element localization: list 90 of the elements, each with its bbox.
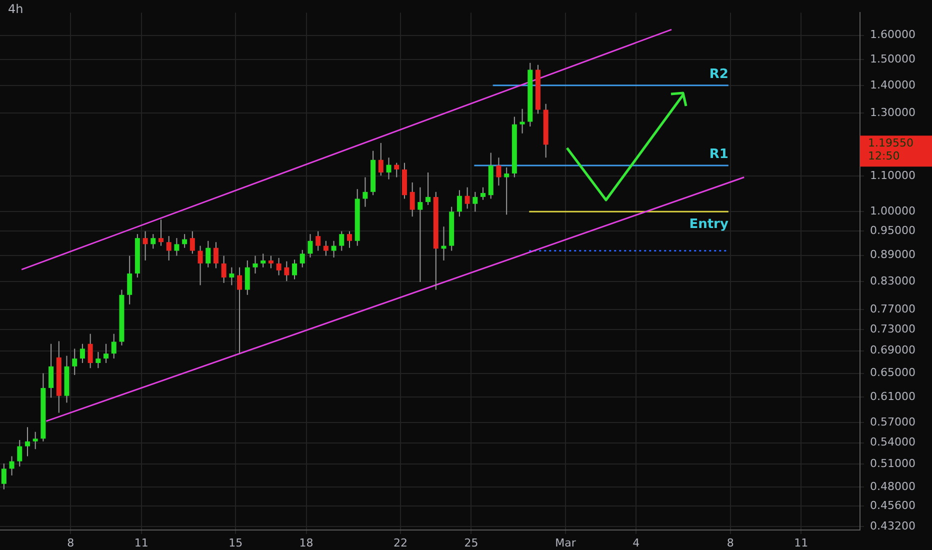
candlestick bbox=[426, 172, 431, 206]
candlestick bbox=[496, 157, 502, 186]
candlestick bbox=[520, 108, 525, 134]
candlestick bbox=[1, 463, 6, 490]
series-label: R1 bbox=[709, 146, 728, 162]
y-tick-label: 0.83000 bbox=[870, 274, 916, 288]
candlestick bbox=[190, 230, 195, 254]
candlestick bbox=[213, 242, 218, 269]
candlestick bbox=[206, 240, 211, 268]
candlestick bbox=[127, 255, 132, 305]
y-tick-label: 0.77000 bbox=[870, 302, 916, 316]
y-tick-label: 0.43200 bbox=[870, 519, 916, 532]
y-tick-label: 1.00000 bbox=[870, 204, 916, 218]
x-tick-label: 4 bbox=[632, 536, 640, 550]
candlestick bbox=[174, 238, 180, 256]
y-tick-label: 0.73000 bbox=[870, 322, 916, 336]
candlestick bbox=[80, 343, 85, 364]
text: 12:50 bbox=[868, 150, 900, 163]
y-tick-label: 1.10000 bbox=[870, 168, 916, 182]
x-tick-label: 11 bbox=[134, 536, 148, 550]
y-tick-label: 0.54000 bbox=[870, 436, 916, 449]
candlestick bbox=[88, 333, 93, 369]
candlestick bbox=[456, 190, 462, 218]
candlestick bbox=[96, 351, 101, 369]
candlestick bbox=[418, 186, 423, 283]
y-tick-label: 0.45600 bbox=[870, 499, 916, 512]
candlestick bbox=[17, 440, 22, 467]
y-tick-label: 1.60000 bbox=[870, 28, 916, 42]
candlestick bbox=[244, 260, 250, 296]
y-tick-label: 1.50000 bbox=[870, 52, 916, 66]
y-tick-label: 0.61000 bbox=[870, 390, 916, 403]
series-label: Entry bbox=[689, 217, 729, 232]
candlestick bbox=[339, 230, 344, 252]
y-tick-label: 0.51000 bbox=[870, 457, 916, 470]
candlestick bbox=[323, 240, 328, 256]
x-tick-label: 18 bbox=[299, 536, 314, 550]
candlestick bbox=[237, 266, 242, 354]
candlestick bbox=[386, 157, 392, 180]
candlestick bbox=[316, 230, 321, 252]
candlestick bbox=[464, 186, 470, 210]
x-tick-label: 8 bbox=[726, 536, 734, 550]
y-tick-label: 0.48000 bbox=[870, 480, 916, 493]
text: 1.19550 bbox=[868, 136, 914, 150]
candlestick bbox=[166, 236, 172, 261]
candlestick bbox=[504, 166, 510, 216]
candlestick bbox=[472, 191, 478, 212]
candlestick bbox=[142, 230, 148, 261]
candlestick bbox=[198, 245, 203, 286]
x-tick-label: 11 bbox=[794, 536, 808, 550]
candlestick bbox=[394, 162, 400, 178]
candlestick bbox=[32, 431, 38, 450]
y-tick-label: 1.30000 bbox=[870, 106, 916, 120]
candlestick bbox=[284, 260, 290, 282]
chart-title: 4h bbox=[8, 2, 24, 16]
candlestick bbox=[268, 255, 274, 269]
y-tick-label: 0.95000 bbox=[870, 224, 916, 237]
candlestick bbox=[347, 230, 352, 248]
candlestick bbox=[221, 255, 226, 284]
x-tick-label: 15 bbox=[228, 536, 243, 550]
candlestick bbox=[111, 333, 116, 360]
candlestick bbox=[150, 234, 156, 250]
y-tick-label: 0.57000 bbox=[870, 415, 916, 428]
candlestick bbox=[276, 257, 282, 276]
y-tick-label: 0.65000 bbox=[870, 366, 916, 380]
x-tick-label: Mar bbox=[555, 536, 576, 550]
candlestick bbox=[229, 266, 234, 286]
candlestick bbox=[48, 343, 54, 398]
candlestick bbox=[104, 343, 109, 364]
candlestick bbox=[362, 176, 368, 208]
x-tick-label: 8 bbox=[67, 536, 74, 550]
candlestick bbox=[252, 255, 258, 274]
candlestick bbox=[378, 142, 384, 176]
x-tick-label: 22 bbox=[394, 536, 408, 550]
candlestick bbox=[300, 249, 305, 268]
candlestick bbox=[410, 182, 415, 218]
candlestick bbox=[72, 348, 78, 376]
candlestick bbox=[9, 456, 14, 476]
candlestick bbox=[292, 259, 298, 280]
candlestick bbox=[158, 219, 164, 246]
candlestick bbox=[480, 186, 486, 200]
y-tick-label: 1.40000 bbox=[870, 78, 916, 92]
y-tick-label: 0.69000 bbox=[870, 344, 916, 357]
candlestick bbox=[308, 234, 313, 258]
candlestick bbox=[260, 253, 266, 268]
candlestick bbox=[24, 426, 30, 457]
series-label: R2 bbox=[709, 66, 728, 82]
x-tick-label: 25 bbox=[464, 536, 478, 550]
candlestick bbox=[182, 234, 188, 248]
y-tick-label: 0.89000 bbox=[870, 248, 916, 262]
candlestick bbox=[331, 240, 336, 258]
